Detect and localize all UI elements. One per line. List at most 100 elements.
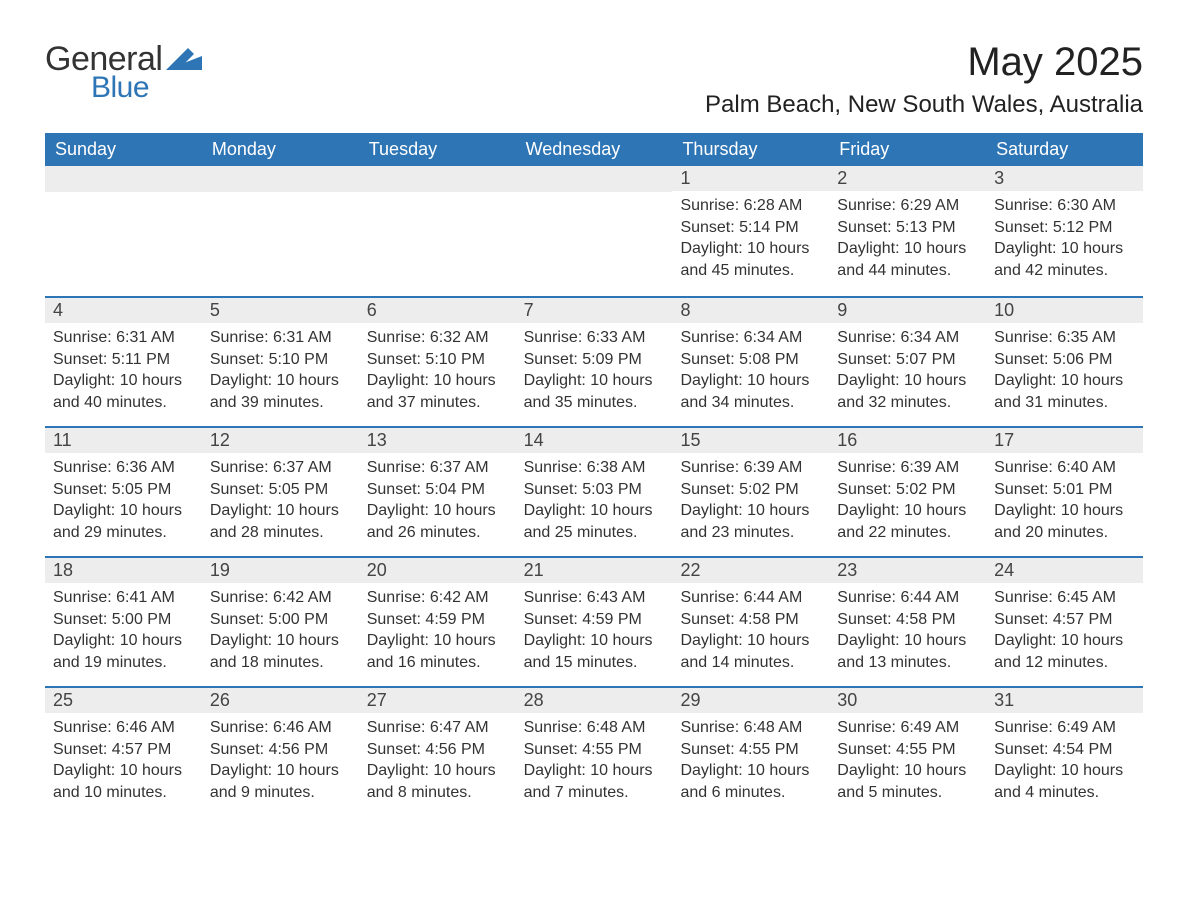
sunrise-line: Sunrise: 6:42 AM: [367, 587, 508, 609]
day-detail: Sunrise: 6:45 AMSunset: 4:57 PMDaylight:…: [986, 583, 1143, 683]
day-cell: 5Sunrise: 6:31 AMSunset: 5:10 PMDaylight…: [202, 298, 359, 426]
sunrise-line: Sunrise: 6:31 AM: [53, 327, 194, 349]
day-cell: [202, 166, 359, 296]
sunrise-line: Sunrise: 6:32 AM: [367, 327, 508, 349]
day-cell: 22Sunrise: 6:44 AMSunset: 4:58 PMDayligh…: [672, 558, 829, 686]
daylight-line: Daylight: 10 hours and 31 minutes.: [994, 370, 1135, 413]
sunset-line: Sunset: 5:08 PM: [680, 349, 821, 371]
sunset-line: Sunset: 5:07 PM: [837, 349, 978, 371]
daylight-line: Daylight: 10 hours and 44 minutes.: [837, 238, 978, 281]
sunset-line: Sunset: 5:05 PM: [210, 479, 351, 501]
day-detail: Sunrise: 6:43 AMSunset: 4:59 PMDaylight:…: [516, 583, 673, 683]
daylight-line: Daylight: 10 hours and 9 minutes.: [210, 760, 351, 803]
page-title: May 2025: [705, 40, 1143, 85]
day-cell: 3Sunrise: 6:30 AMSunset: 5:12 PMDaylight…: [986, 166, 1143, 296]
sunrise-line: Sunrise: 6:48 AM: [680, 717, 821, 739]
day-detail: Sunrise: 6:35 AMSunset: 5:06 PMDaylight:…: [986, 323, 1143, 423]
week-row: 18Sunrise: 6:41 AMSunset: 5:00 PMDayligh…: [45, 556, 1143, 686]
day-number: 7: [516, 298, 673, 323]
day-number: 17: [986, 428, 1143, 453]
day-number: 23: [829, 558, 986, 583]
day-number: 26: [202, 688, 359, 713]
sunset-line: Sunset: 5:00 PM: [210, 609, 351, 631]
day-number: 24: [986, 558, 1143, 583]
day-detail: Sunrise: 6:29 AMSunset: 5:13 PMDaylight:…: [829, 191, 986, 291]
day-cell: 4Sunrise: 6:31 AMSunset: 5:11 PMDaylight…: [45, 298, 202, 426]
sunrise-line: Sunrise: 6:34 AM: [680, 327, 821, 349]
logo-flag-icon: [166, 48, 202, 75]
day-cell: 31Sunrise: 6:49 AMSunset: 4:54 PMDayligh…: [986, 688, 1143, 816]
day-number: 27: [359, 688, 516, 713]
sunset-line: Sunset: 4:59 PM: [367, 609, 508, 631]
day-detail: Sunrise: 6:44 AMSunset: 4:58 PMDaylight:…: [672, 583, 829, 683]
day-number: 9: [829, 298, 986, 323]
sunset-line: Sunset: 5:12 PM: [994, 217, 1135, 239]
day-number: 11: [45, 428, 202, 453]
sunrise-line: Sunrise: 6:46 AM: [53, 717, 194, 739]
sunset-line: Sunset: 4:58 PM: [837, 609, 978, 631]
day-detail: Sunrise: 6:46 AMSunset: 4:57 PMDaylight:…: [45, 713, 202, 813]
sunset-line: Sunset: 4:55 PM: [524, 739, 665, 761]
day-cell: 24Sunrise: 6:45 AMSunset: 4:57 PMDayligh…: [986, 558, 1143, 686]
day-cell: 21Sunrise: 6:43 AMSunset: 4:59 PMDayligh…: [516, 558, 673, 686]
day-number: 28: [516, 688, 673, 713]
sunrise-line: Sunrise: 6:33 AM: [524, 327, 665, 349]
day-detail: Sunrise: 6:33 AMSunset: 5:09 PMDaylight:…: [516, 323, 673, 423]
sunset-line: Sunset: 5:02 PM: [837, 479, 978, 501]
dow-monday: Monday: [202, 133, 359, 166]
title-block: May 2025 Palm Beach, New South Wales, Au…: [705, 40, 1143, 119]
sunrise-line: Sunrise: 6:35 AM: [994, 327, 1135, 349]
sunrise-line: Sunrise: 6:39 AM: [680, 457, 821, 479]
sunrise-line: Sunrise: 6:38 AM: [524, 457, 665, 479]
day-cell: 23Sunrise: 6:44 AMSunset: 4:58 PMDayligh…: [829, 558, 986, 686]
day-number: 18: [45, 558, 202, 583]
day-detail: Sunrise: 6:49 AMSunset: 4:54 PMDaylight:…: [986, 713, 1143, 813]
day-cell: 12Sunrise: 6:37 AMSunset: 5:05 PMDayligh…: [202, 428, 359, 556]
sunset-line: Sunset: 4:57 PM: [53, 739, 194, 761]
day-cell: 25Sunrise: 6:46 AMSunset: 4:57 PMDayligh…: [45, 688, 202, 816]
sunset-line: Sunset: 5:10 PM: [367, 349, 508, 371]
daylight-line: Daylight: 10 hours and 10 minutes.: [53, 760, 194, 803]
day-cell: [45, 166, 202, 296]
daylight-line: Daylight: 10 hours and 5 minutes.: [837, 760, 978, 803]
sunrise-line: Sunrise: 6:48 AM: [524, 717, 665, 739]
empty-day-bar: [516, 166, 673, 192]
sunset-line: Sunset: 5:04 PM: [367, 479, 508, 501]
sunrise-line: Sunrise: 6:49 AM: [994, 717, 1135, 739]
week-row: 1Sunrise: 6:28 AMSunset: 5:14 PMDaylight…: [45, 166, 1143, 296]
sunset-line: Sunset: 4:57 PM: [994, 609, 1135, 631]
sunrise-line: Sunrise: 6:46 AM: [210, 717, 351, 739]
daylight-line: Daylight: 10 hours and 29 minutes.: [53, 500, 194, 543]
day-cell: 6Sunrise: 6:32 AMSunset: 5:10 PMDaylight…: [359, 298, 516, 426]
day-detail: Sunrise: 6:46 AMSunset: 4:56 PMDaylight:…: [202, 713, 359, 813]
sunset-line: Sunset: 4:59 PM: [524, 609, 665, 631]
day-number: 13: [359, 428, 516, 453]
daylight-line: Daylight: 10 hours and 18 minutes.: [210, 630, 351, 673]
empty-day-bar: [359, 166, 516, 192]
day-number: 16: [829, 428, 986, 453]
day-number: 8: [672, 298, 829, 323]
day-cell: 19Sunrise: 6:42 AMSunset: 5:00 PMDayligh…: [202, 558, 359, 686]
sunset-line: Sunset: 5:02 PM: [680, 479, 821, 501]
daylight-line: Daylight: 10 hours and 7 minutes.: [524, 760, 665, 803]
daylight-line: Daylight: 10 hours and 4 minutes.: [994, 760, 1135, 803]
day-number: 21: [516, 558, 673, 583]
sunset-line: Sunset: 4:56 PM: [210, 739, 351, 761]
day-number: 5: [202, 298, 359, 323]
day-number: 12: [202, 428, 359, 453]
week-row: 11Sunrise: 6:36 AMSunset: 5:05 PMDayligh…: [45, 426, 1143, 556]
dow-tuesday: Tuesday: [359, 133, 516, 166]
day-cell: 2Sunrise: 6:29 AMSunset: 5:13 PMDaylight…: [829, 166, 986, 296]
day-detail: Sunrise: 6:47 AMSunset: 4:56 PMDaylight:…: [359, 713, 516, 813]
daylight-line: Daylight: 10 hours and 42 minutes.: [994, 238, 1135, 281]
daylight-line: Daylight: 10 hours and 25 minutes.: [524, 500, 665, 543]
sunrise-line: Sunrise: 6:44 AM: [680, 587, 821, 609]
day-cell: 11Sunrise: 6:36 AMSunset: 5:05 PMDayligh…: [45, 428, 202, 556]
day-cell: 8Sunrise: 6:34 AMSunset: 5:08 PMDaylight…: [672, 298, 829, 426]
calendar: Sunday Monday Tuesday Wednesday Thursday…: [45, 133, 1143, 816]
day-cell: [516, 166, 673, 296]
day-number: 1: [672, 166, 829, 191]
sunset-line: Sunset: 4:55 PM: [837, 739, 978, 761]
day-number: 20: [359, 558, 516, 583]
daylight-line: Daylight: 10 hours and 35 minutes.: [524, 370, 665, 413]
